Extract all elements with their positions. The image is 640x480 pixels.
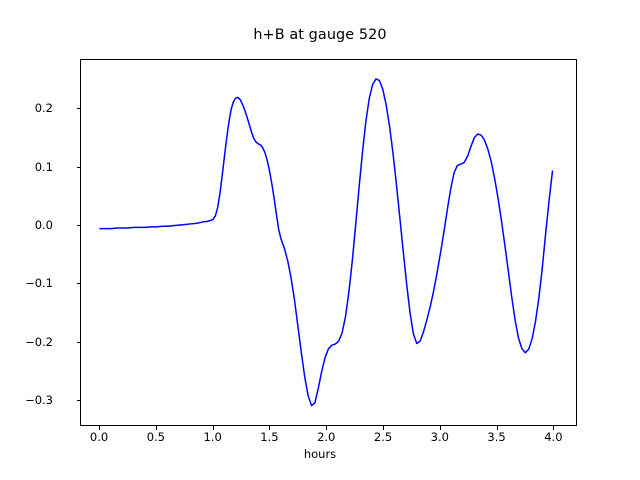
x-tick-mark: [99, 426, 101, 430]
y-tick-mark: [76, 108, 80, 110]
line-chart-svg: [99, 78, 554, 407]
x-tick-label: 0.5: [146, 430, 166, 444]
chart-title: h+B at gauge 520: [253, 27, 387, 43]
plot-area: [80, 59, 577, 426]
x-tick-mark: [326, 426, 328, 430]
x-tick-label: 2.0: [317, 430, 336, 444]
y-tick-label: 0.2: [34, 101, 53, 116]
y-tick-label: −0.2: [25, 334, 53, 349]
data-series-line: [99, 78, 554, 407]
x-tick-mark: [553, 426, 555, 430]
x-axis-label: hours: [303, 447, 337, 461]
y-tick-label: 0.1: [34, 159, 53, 174]
y-tick-label: −0.1: [25, 276, 53, 291]
y-tick-mark: [76, 166, 80, 168]
y-tick-mark: [76, 283, 80, 285]
x-tick-label: 2.5: [373, 430, 393, 444]
x-tick-label: 1.5: [260, 430, 279, 444]
x-tick-mark: [439, 426, 441, 430]
x-tick-mark: [383, 426, 384, 430]
x-tick-label: 0.0: [89, 430, 109, 444]
y-tick-label: −0.3: [25, 393, 53, 408]
x-tick-mark: [155, 426, 157, 430]
x-tick-mark: [269, 426, 271, 430]
x-tick-label: 3.0: [430, 430, 449, 444]
y-tick-mark: [76, 224, 80, 226]
y-tick-mark: [76, 400, 80, 402]
x-tick-label: 3.5: [487, 430, 506, 444]
x-tick-mark: [496, 426, 498, 430]
x-tick-label: 1.0: [203, 430, 222, 444]
y-tick-mark: [76, 341, 80, 343]
y-tick-label: 0.0: [34, 217, 53, 232]
x-tick-label: 4.0: [544, 430, 563, 444]
x-tick-mark: [212, 426, 214, 430]
